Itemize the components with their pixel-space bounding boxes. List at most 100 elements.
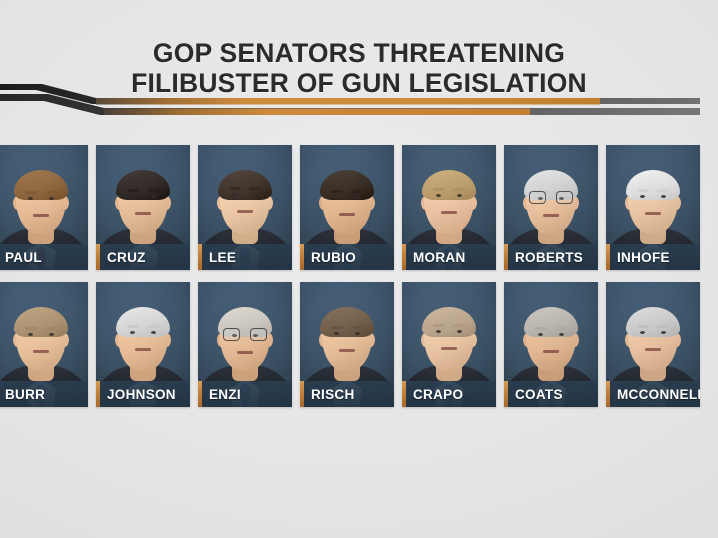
title-line-1: GOP SENATORS THREATENING (152, 38, 566, 68)
name-accent-bar (198, 381, 202, 407)
name-accent-bar (402, 381, 406, 407)
senator-name-band: PAUL (0, 244, 88, 270)
senator-name-band: JOHNSON (96, 381, 190, 407)
hair-shape (116, 307, 170, 337)
name-accent-bar (300, 244, 304, 270)
eye-right-shape (661, 195, 666, 198)
name-accent-bar (606, 381, 610, 407)
senator-tile[interactable]: JOHNSON (96, 282, 190, 407)
name-accent-bar (402, 244, 406, 270)
eye-left-shape (334, 332, 339, 335)
senator-name-label: COATS (515, 386, 563, 402)
senator-name-band: COATS (504, 381, 598, 407)
senator-tile[interactable]: LEE (198, 145, 292, 270)
eyebrow-right-shape (351, 190, 363, 193)
hair-shape (14, 307, 68, 337)
senator-name-label: CRAPO (413, 386, 464, 402)
mouth-shape (645, 212, 661, 215)
eyebrow-left-shape (535, 327, 547, 330)
eye-right-shape (151, 195, 156, 198)
eye-right-shape (253, 334, 258, 337)
hair-shape (422, 307, 476, 337)
eyebrow-right-shape (657, 189, 669, 192)
eyebrow-right-shape (45, 191, 57, 194)
eye-right-shape (49, 333, 54, 336)
eye-right-shape (559, 197, 564, 200)
eye-left-shape (130, 195, 135, 198)
eye-left-shape (538, 333, 543, 336)
senator-name-band: INHOFE (606, 244, 700, 270)
senator-tile[interactable]: ROBERTS (504, 145, 598, 270)
senator-name-label: ENZI (209, 386, 241, 402)
name-accent-bar (504, 381, 508, 407)
eyebrow-left-shape (229, 187, 241, 190)
senator-tile[interactable]: CRUZ (96, 145, 190, 270)
senator-tile[interactable]: INHOFE (606, 145, 700, 270)
eye-right-shape (661, 331, 666, 334)
title-line-2: FILIBUSTER OF GUN LEGISLATION (131, 68, 587, 98)
senator-name-label: MCCONNELL (617, 386, 700, 402)
eye-left-shape (436, 330, 441, 333)
eye-left-shape (334, 196, 339, 199)
eyebrow-left-shape (637, 189, 649, 192)
senator-name-label: BURR (5, 386, 46, 402)
senator-tile[interactable]: COATS (504, 282, 598, 407)
accent-bar-upper (96, 98, 600, 105)
senator-name-label: PAUL (5, 249, 42, 265)
eye-left-shape (640, 331, 645, 334)
eyebrow-left-shape (25, 191, 37, 194)
senator-name-band: RUBIO (300, 244, 394, 270)
senators-row-2: BURR JOHNSON ENZI RISCH CRAPO COATS MCCONNELL (0, 282, 718, 407)
senator-tile[interactable]: CRAPO (402, 282, 496, 407)
mouth-shape (441, 211, 457, 214)
hair-shape (218, 170, 272, 200)
eye-right-shape (457, 330, 462, 333)
mouth-shape (339, 213, 355, 216)
hair-shape (626, 170, 680, 200)
senator-tile[interactable]: PAUL (0, 145, 88, 270)
senator-name-label: LEE (209, 249, 237, 265)
eyebrow-right-shape (351, 326, 363, 329)
eyeglasses-shape (223, 328, 267, 341)
hair-shape (422, 170, 476, 200)
eyebrow-right-shape (555, 327, 567, 330)
mouth-shape (135, 212, 151, 215)
mouth-shape (237, 210, 253, 213)
senator-tile[interactable]: BURR (0, 282, 88, 407)
senator-tile[interactable]: MORAN (402, 145, 496, 270)
senator-name-label: INHOFE (617, 249, 670, 265)
hair-shape (116, 170, 170, 200)
senator-tile[interactable]: RUBIO (300, 145, 394, 270)
eye-right-shape (49, 197, 54, 200)
mouth-shape (441, 347, 457, 350)
senators-row-1: PAUL CRUZ LEE RUBIO MORAN ROBERTS INHOFE (0, 145, 718, 270)
eye-left-shape (232, 334, 237, 337)
eyebrow-right-shape (453, 324, 465, 327)
hair-shape (524, 307, 578, 337)
eyebrow-left-shape (535, 191, 547, 194)
senator-name-band: CRAPO (402, 381, 496, 407)
senator-tile[interactable]: RISCH (300, 282, 394, 407)
senator-name-band: MORAN (402, 244, 496, 270)
page-title: GOP SENATORS THREATENING FILIBUSTER OF G… (0, 38, 718, 98)
hair-shape (320, 170, 374, 200)
name-accent-bar (96, 381, 100, 407)
eyebrow-right-shape (147, 325, 159, 328)
eyebrow-left-shape (637, 325, 649, 328)
eyebrow-right-shape (249, 187, 261, 190)
eyebrow-right-shape (555, 191, 567, 194)
mouth-shape (135, 348, 151, 351)
hair-shape (524, 170, 578, 200)
eyeglasses-shape (529, 191, 573, 204)
eyebrow-right-shape (249, 328, 261, 331)
hair-shape (14, 170, 68, 200)
senator-name-band: BURR (0, 381, 88, 407)
name-accent-bar (198, 244, 202, 270)
eyebrow-right-shape (453, 188, 465, 191)
eyebrow-left-shape (127, 189, 139, 192)
senator-tile[interactable]: MCCONNELL (606, 282, 700, 407)
senator-tile[interactable]: ENZI (198, 282, 292, 407)
mouth-shape (33, 214, 49, 217)
eye-right-shape (559, 333, 564, 336)
